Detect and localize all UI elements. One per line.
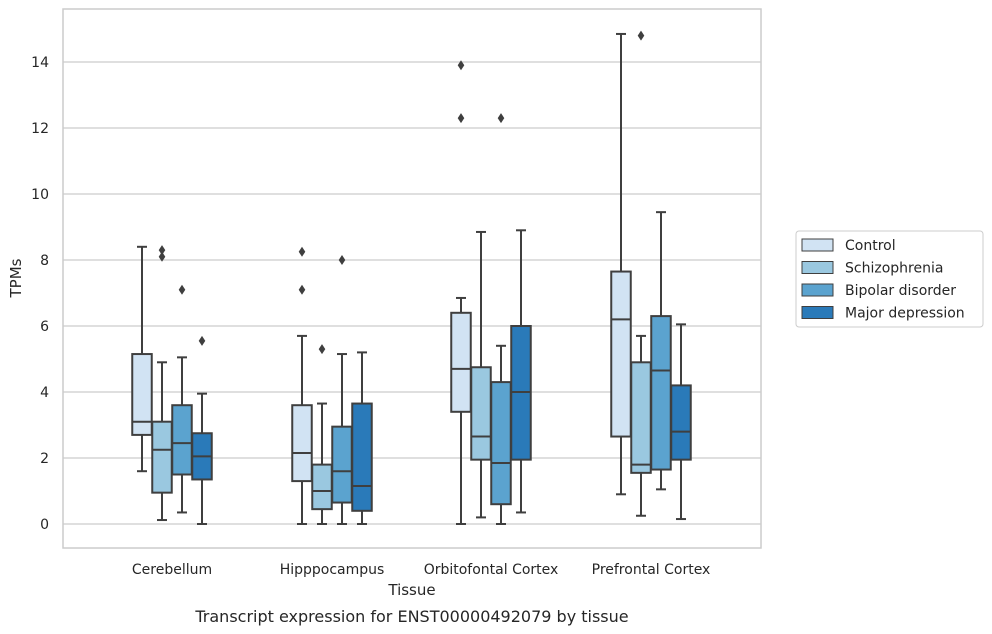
box-major-depression [351,351,373,525]
box-body [670,384,692,461]
y-axis-ticks: 0 2 4 6 8 10 12 14 [31,55,49,533]
boxes [131,30,692,525]
box-major-depression [191,335,213,525]
outlier-point [497,113,505,124]
box-body [650,315,672,471]
legend-frame [795,230,984,328]
legend-label: Bipolar disorder [845,283,956,299]
outlier-point [457,113,465,124]
outlier-point [338,255,346,265]
y-tick-label: 8 [40,253,49,269]
outlier-point [158,251,166,262]
y-axis-label: TPMs [7,258,25,298]
x-axis-label: Tissue [387,581,435,599]
legend-swatch [801,238,834,252]
y-tick-label: 10 [31,187,49,203]
x-tick-label: Cerebellum [132,562,212,578]
box-body [351,402,373,512]
y-tick-label: 6 [40,319,49,335]
legend-swatch [801,261,834,274]
outlier-point [457,60,465,71]
outlier-point [637,30,645,41]
y-tick-label: 12 [31,121,49,137]
box-bipolar-disorder [331,255,353,525]
x-tick-label: Hipppocampus [280,562,385,578]
box-body [291,404,313,483]
box-body [131,353,153,436]
box-body [151,420,173,494]
box-body [610,270,632,438]
box-schizophrenia [630,30,652,517]
x-axis-ticks: Cerebellum Hipppocampus Orbitofontal Corte… [132,562,710,578]
legend-label: Major depression [845,306,965,322]
box-body [331,425,353,504]
box-body [490,381,512,506]
legend: Control Schizophrenia Bipolar disorder Majo… [795,230,984,328]
legend-label: Schizophrenia [845,261,943,277]
legend-swatch [801,306,834,319]
box-control [450,60,472,525]
box-bipolar-disorder [490,113,512,525]
outlier-point [158,245,166,256]
y-tick-label: 2 [40,451,49,467]
y-tick-label: 14 [31,55,49,71]
y-tick-label: 4 [40,385,49,401]
box-bipolar-disorder [650,211,672,491]
legend-swatch [801,283,834,297]
box-schizophrenia [311,344,333,525]
box-control [610,32,632,496]
x-tick-label: Prefrontal Cortex [592,562,711,578]
x-tick-label: Orbitofontal Cortex [424,562,559,578]
outlier-point [318,344,326,355]
box-body [311,463,333,511]
outlier-point [298,246,306,257]
box-major-depression [670,323,692,521]
box-bipolar-disorder [171,284,193,514]
box-body [630,361,652,474]
y-tick-label: 0 [40,517,49,533]
outlier-point [178,284,186,295]
chart-caption: Transcript expression for ENST0000049207… [194,607,628,626]
outlier-point [298,284,306,295]
box-schizophrenia [470,230,492,519]
box-control [291,246,313,525]
legend-label: Control [845,238,896,254]
box-control [131,245,153,473]
box-body [450,311,472,413]
box-body [171,404,193,476]
box-body [470,366,492,461]
outlier-point [198,335,206,346]
box-major-depression [510,229,532,514]
